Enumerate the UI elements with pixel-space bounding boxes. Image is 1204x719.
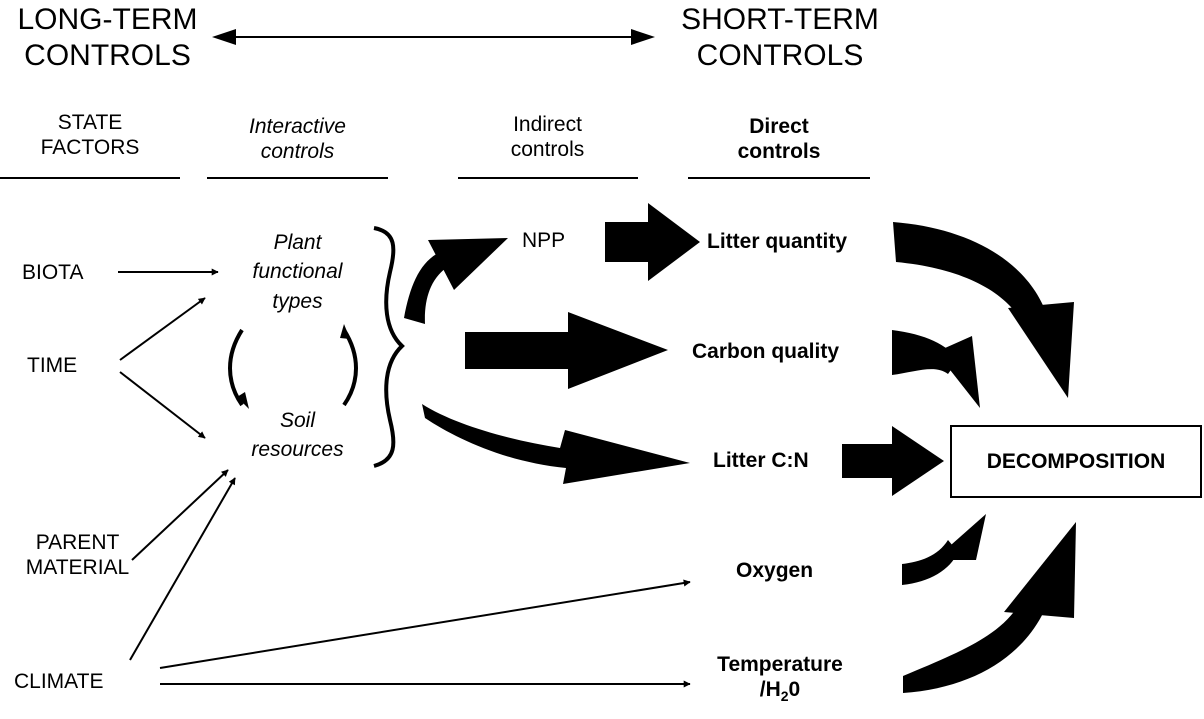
parent-to-soil-arrow bbox=[131, 469, 229, 561]
biota-label: BIOTA bbox=[22, 261, 84, 284]
temperature-line1: Temperature bbox=[717, 653, 843, 676]
state-factors-line2: FACTORS bbox=[40, 136, 140, 160]
state-factors-rule bbox=[0, 177, 180, 179]
soil-line1: Soil bbox=[279, 409, 316, 432]
brace-to-litter-cn-arrow bbox=[422, 404, 690, 484]
plant-functional-types-label: Plant functional types bbox=[225, 228, 370, 316]
parent-material-label: PARENT MATERIAL bbox=[5, 530, 150, 580]
temperature-line2: /H20 bbox=[690, 677, 870, 705]
direct-line1: Direct bbox=[749, 115, 809, 138]
plant-soil-feedback bbox=[228, 324, 358, 409]
climate-to-oxygen-arrow bbox=[159, 579, 691, 669]
litter-cn-to-decomposition-arrow bbox=[842, 426, 944, 496]
state-factors-line1: STATE bbox=[57, 111, 123, 134]
interactive-rule bbox=[207, 177, 388, 179]
carbon-quality-to-decomposition-arrow bbox=[892, 330, 980, 408]
climate-to-soil-arrow bbox=[129, 477, 236, 661]
npp-label: NPP bbox=[522, 229, 566, 252]
temperature-to-decomposition-arrow bbox=[903, 522, 1076, 693]
decomposition-box: DECOMPOSITION bbox=[950, 425, 1202, 498]
soil-resources-label: Soil resources bbox=[225, 406, 370, 465]
brace-to-carbon-quality-arrow bbox=[465, 312, 668, 389]
interactive-line1: Interactive bbox=[249, 115, 346, 138]
h2o-subscript: 2 bbox=[780, 688, 789, 705]
indirect-line1: Indirect bbox=[513, 113, 582, 136]
short-term-heading: SHORT-TERM CONTROLS bbox=[655, 2, 905, 74]
oxygen-to-decomposition-arrow bbox=[902, 514, 986, 585]
long-term-heading: LONG-TERM CONTROLS bbox=[0, 2, 215, 74]
long-short-double-arrow bbox=[212, 29, 655, 45]
interactive-controls-header: Interactive controls bbox=[205, 114, 390, 164]
left-feedback-arc bbox=[228, 328, 244, 407]
carbon-quality-label: Carbon quality bbox=[692, 340, 840, 363]
climate-label: CLIMATE bbox=[14, 670, 104, 693]
long-term-line2: CONTROLS bbox=[24, 39, 191, 72]
litter-cn-label: Litter C:N bbox=[713, 449, 809, 472]
oxygen-label: Oxygen bbox=[736, 559, 814, 582]
npp-to-litter-quantity-arrow bbox=[605, 203, 700, 281]
plant-line2: functional bbox=[252, 260, 343, 284]
direct-controls-header: Direct controls bbox=[688, 114, 870, 164]
interactive-line2: controls bbox=[260, 140, 335, 164]
indirect-rule bbox=[458, 177, 638, 179]
h2o-suffix: 0 bbox=[788, 678, 801, 702]
h2o-prefix: /H bbox=[759, 678, 781, 702]
short-term-line1: SHORT-TERM bbox=[681, 3, 879, 36]
indirect-line2: controls bbox=[510, 138, 585, 162]
plant-line1: Plant bbox=[273, 231, 322, 254]
direct-rule bbox=[688, 177, 870, 179]
direct-line2: controls bbox=[737, 140, 821, 164]
parent-line1: PARENT bbox=[35, 531, 120, 554]
time-label: TIME bbox=[27, 354, 78, 377]
right-feedback-arc bbox=[342, 328, 358, 407]
time-to-plant-arrow bbox=[119, 297, 206, 361]
long-term-line1: LONG-TERM bbox=[17, 3, 198, 36]
parent-line2: MATERIAL bbox=[25, 556, 130, 580]
short-term-line2: CONTROLS bbox=[696, 39, 864, 72]
litter-quantity-label: Litter quantity bbox=[707, 230, 847, 253]
temperature-h2o-label: Temperature /H20 bbox=[690, 652, 870, 705]
soil-line2: resources bbox=[251, 438, 344, 462]
indirect-controls-header: Indirect controls bbox=[455, 112, 640, 162]
decomposition-label: DECOMPOSITION bbox=[986, 449, 1166, 473]
litter-quantity-to-decomposition-arrow bbox=[893, 222, 1074, 398]
time-to-soil-arrow bbox=[119, 371, 206, 439]
interactive-curly-brace bbox=[373, 226, 405, 468]
brace-to-npp-arrow bbox=[404, 238, 508, 324]
state-factors-header: STATE FACTORS bbox=[0, 110, 180, 160]
plant-line3: types bbox=[272, 289, 323, 313]
